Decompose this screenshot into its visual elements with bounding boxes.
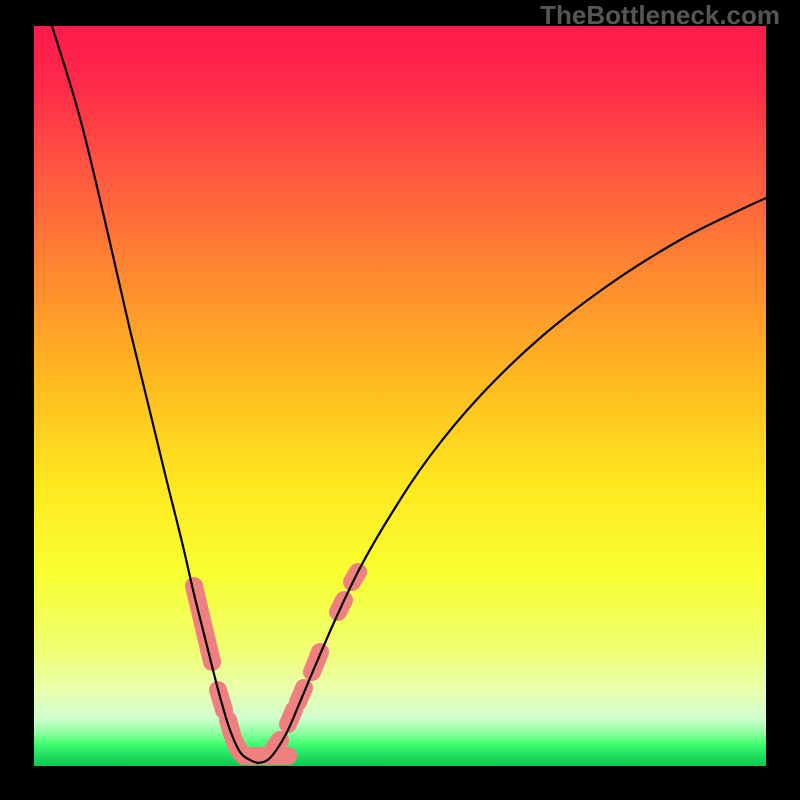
watermark-text: TheBottleneck.com (540, 0, 780, 31)
chart-stage: TheBottleneck.com (0, 0, 800, 800)
plot-background (34, 26, 766, 766)
